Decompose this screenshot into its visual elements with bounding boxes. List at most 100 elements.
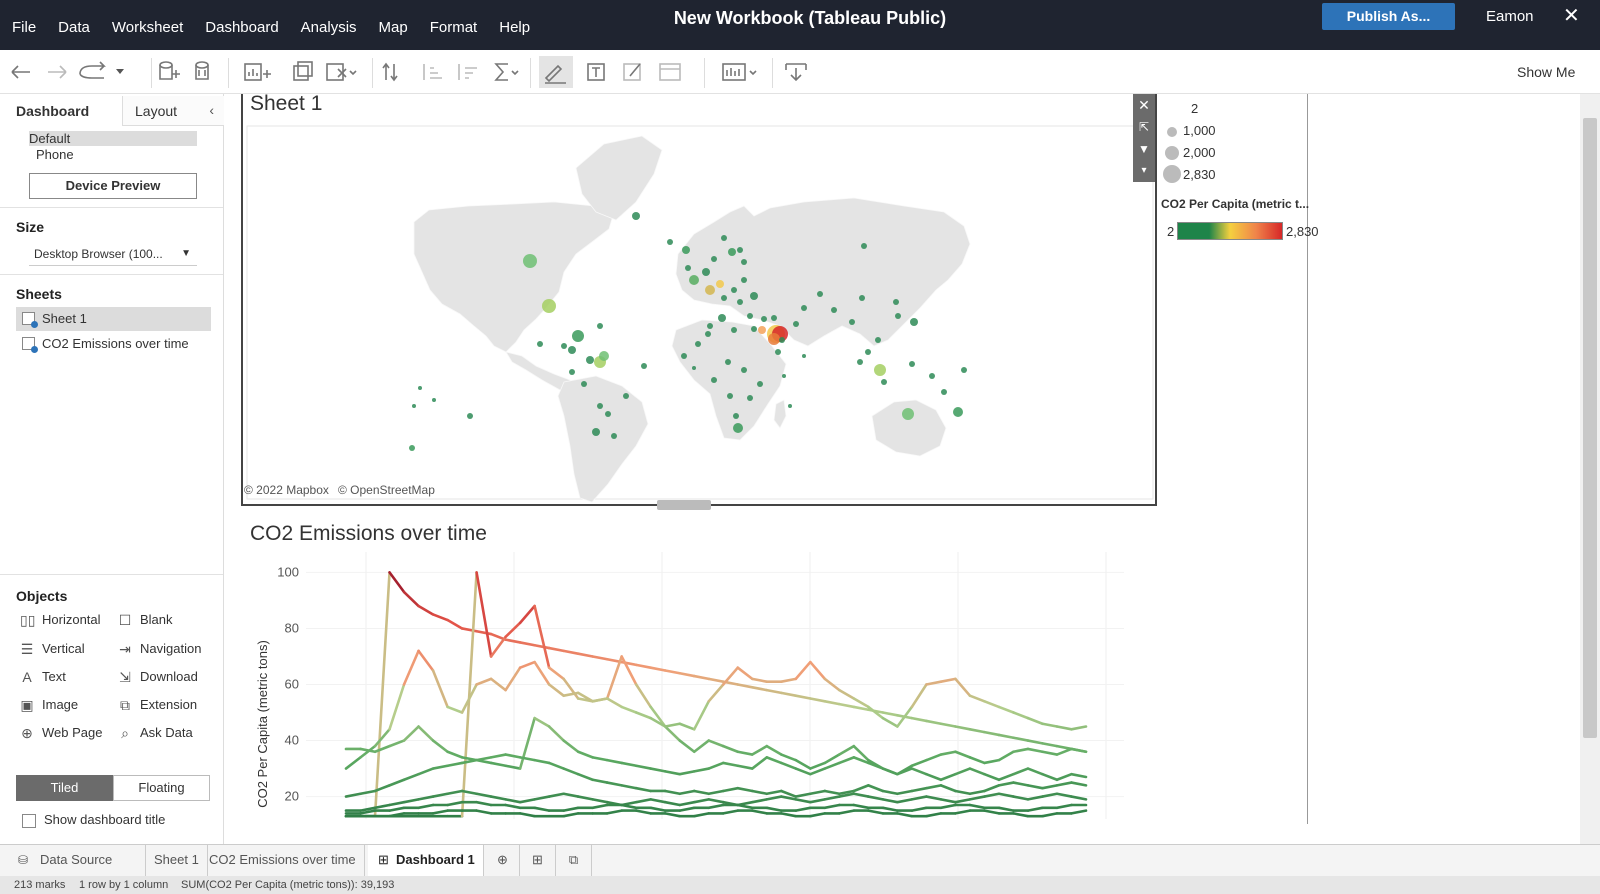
map-mark[interactable]	[561, 343, 567, 349]
device-phone[interactable]: Phone	[36, 147, 74, 162]
map-mark[interactable]	[909, 361, 915, 367]
duplicate-sheet-icon[interactable]	[293, 61, 313, 81]
map-mark[interactable]	[859, 295, 865, 301]
map-mark[interactable]	[568, 346, 576, 354]
map-mark[interactable]	[750, 292, 758, 300]
map-mark[interactable]	[817, 291, 823, 297]
series-line[interactable]	[344, 753, 1088, 798]
map-mark[interactable]	[409, 445, 415, 451]
map-mark[interactable]	[733, 423, 743, 433]
map-mark[interactable]	[681, 353, 687, 359]
map-mark[interactable]	[779, 337, 785, 343]
menu-help[interactable]: Help	[499, 19, 531, 36]
fix-axes-icon[interactable]	[659, 63, 681, 81]
menu-analysis[interactable]: Analysis	[300, 19, 357, 36]
map-mark[interactable]	[641, 363, 647, 369]
map-mark[interactable]	[718, 314, 726, 322]
menu-data[interactable]: Data	[58, 19, 90, 36]
new-worksheet-tab-icon[interactable]: ⊕	[486, 845, 520, 877]
map-mark[interactable]	[761, 316, 767, 322]
map-mark[interactable]	[731, 327, 737, 333]
map-mark[interactable]	[893, 299, 899, 305]
new-data-source-icon[interactable]	[159, 61, 180, 80]
tab-layout[interactable]: Layout ‹	[122, 96, 224, 126]
map-mark[interactable]	[747, 395, 753, 401]
tab-data-source[interactable]: ⛁ Data Source	[10, 845, 146, 877]
map-mark[interactable]	[632, 212, 640, 220]
map-mark[interactable]	[432, 398, 436, 402]
map-mark[interactable]	[731, 287, 737, 293]
object-vertical[interactable]: ☰ Vertical	[16, 639, 85, 659]
map-mark[interactable]	[875, 337, 881, 343]
series-line[interactable]	[344, 571, 1088, 818]
map-mark[interactable]	[523, 254, 537, 268]
object-navigation[interactable]: ⇥ Navigation	[114, 639, 201, 659]
map-mark[interactable]	[737, 299, 743, 305]
map-mark[interactable]	[801, 305, 807, 311]
sort-descending-icon[interactable]	[458, 64, 477, 80]
map-mark[interactable]	[721, 235, 727, 241]
map-mark[interactable]	[895, 313, 901, 319]
swap-rows-columns-icon[interactable]	[382, 62, 398, 82]
map-mark[interactable]	[831, 307, 837, 313]
device-default[interactable]: Default	[29, 131, 197, 146]
line-chart-sheet[interactable]: CO2 Emissions over time CO2 Per Capita (…	[224, 514, 1134, 824]
map-mark[interactable]	[775, 349, 781, 355]
map-mark[interactable]	[941, 389, 947, 395]
map-mark[interactable]	[695, 341, 701, 347]
object-text[interactable]: A Text	[16, 667, 66, 687]
series-line[interactable]	[344, 800, 1088, 815]
object-image[interactable]: ▣ Image	[16, 695, 78, 715]
undo-icon[interactable]	[11, 65, 30, 79]
sort-ascending-icon[interactable]	[423, 64, 442, 80]
map-mark[interactable]	[741, 277, 747, 283]
sheet-item[interactable]: Sheet 1	[16, 307, 211, 331]
resize-handle[interactable]	[657, 500, 711, 510]
series-line[interactable]	[344, 716, 1088, 776]
sheet-item[interactable]: CO2 Emissions over time	[16, 332, 211, 356]
map-mark[interactable]	[537, 341, 543, 347]
map-mark[interactable]	[910, 318, 918, 326]
tiled-toggle[interactable]: Tiled	[16, 775, 113, 801]
map-mark[interactable]	[692, 366, 696, 370]
map-mark[interactable]	[953, 407, 963, 417]
map-mark[interactable]	[702, 268, 710, 276]
map-mark[interactable]	[768, 333, 780, 345]
map-mark[interactable]	[592, 428, 600, 436]
fit-icon[interactable]	[722, 63, 757, 81]
map-mark[interactable]	[727, 393, 733, 399]
tab-dashboard[interactable]: Dashboard	[16, 103, 90, 119]
map-mark[interactable]	[902, 408, 914, 420]
new-dashboard-tab-icon[interactable]: ⊞	[520, 845, 556, 877]
floating-toggle[interactable]: Floating	[113, 775, 210, 801]
map-mark[interactable]	[771, 315, 777, 321]
publish-as-button[interactable]: Publish As...	[1322, 3, 1455, 30]
map-mark[interactable]	[961, 367, 967, 373]
map-mark[interactable]	[597, 403, 603, 409]
map-mark[interactable]	[689, 275, 699, 285]
map-marks[interactable]	[409, 212, 967, 451]
new-story-tab-icon[interactable]: ⧉	[556, 845, 592, 877]
new-worksheet-icon[interactable]	[244, 63, 271, 81]
map-mark[interactable]	[788, 404, 792, 408]
clear-sheet-icon[interactable]	[326, 63, 357, 81]
map-mark[interactable]	[586, 356, 594, 364]
tab-co2-emissions[interactable]: CO2 Emissions over time	[201, 845, 365, 877]
map-mark[interactable]	[881, 379, 887, 385]
map-mark[interactable]	[857, 359, 863, 365]
map-mark[interactable]	[667, 239, 673, 245]
map-mark[interactable]	[467, 413, 473, 419]
map-mark[interactable]	[711, 256, 717, 262]
replay-dropdown-icon[interactable]	[116, 69, 124, 74]
map-mark[interactable]	[711, 377, 717, 383]
map-mark[interactable]	[605, 411, 611, 417]
map-area[interactable]	[246, 125, 1154, 500]
object-ask-data[interactable]: ⌕ Ask Data	[114, 723, 193, 743]
map-mark[interactable]	[581, 381, 587, 387]
totals-icon[interactable]	[494, 63, 519, 81]
user-name[interactable]: Eamon	[1486, 8, 1534, 25]
map-mark[interactable]	[728, 248, 736, 256]
object-blank[interactable]: ☐ Blank	[114, 610, 173, 630]
map-mark[interactable]	[418, 386, 422, 390]
series-line[interactable]	[344, 809, 1088, 818]
